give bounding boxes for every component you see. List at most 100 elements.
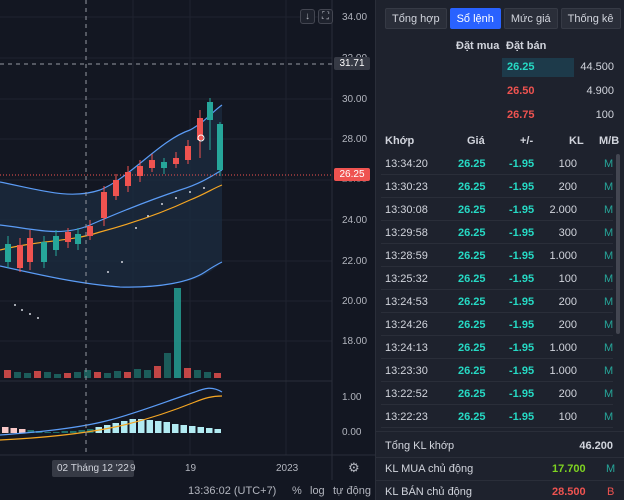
macd-bar — [70, 431, 77, 433]
volume-bar — [214, 373, 221, 378]
tab-price-levels[interactable]: Mức giá — [503, 8, 558, 29]
candle-body — [27, 238, 33, 262]
trade-side: M — [604, 411, 613, 423]
volume-bar — [34, 371, 41, 378]
trade-row[interactable]: 13:24:13 26.25 -1.95 1.000 M — [381, 336, 613, 359]
tab-statistics[interactable]: Thống kê — [560, 8, 621, 29]
trade-row[interactable]: 13:23:30 26.25 -1.95 1.000 M — [381, 359, 613, 382]
trade-side: M — [604, 365, 613, 377]
tab-summary[interactable]: Tổng hợp — [385, 8, 447, 29]
trade-side: M — [604, 181, 613, 193]
summary-label: KL MUA chủ động — [385, 463, 474, 475]
macd-bar — [121, 421, 128, 433]
chart-pane[interactable]: ↓ ⛶ 34.00 32.00 30.00 28.00 24.00 22.00 … — [0, 0, 375, 500]
volume-bar — [114, 371, 121, 378]
volume-bar — [74, 372, 81, 378]
summary-value: 17.700 — [552, 463, 586, 475]
price-axis-label: 34.00 — [342, 12, 368, 23]
trade-row[interactable]: 13:34:20 26.25 -1.95 100 M — [381, 152, 613, 175]
orderbook-row[interactable]: 26.25 44.500 — [376, 58, 624, 80]
trade-time: 13:24:26 — [385, 319, 428, 331]
macd-bar — [78, 430, 85, 433]
buy-header: Đặt mua — [456, 40, 500, 52]
orderbook-row[interactable]: 26.50 4.900 — [376, 82, 624, 104]
trade-row[interactable]: 13:24:53 26.25 -1.95 200 M — [381, 290, 613, 313]
scrollbar-thumb[interactable] — [616, 154, 620, 334]
moving-average — [0, 184, 223, 251]
auto-toggle[interactable]: tự động — [333, 485, 371, 497]
macd-histogram — [2, 419, 221, 433]
trade-time: 13:24:53 — [385, 296, 428, 308]
candle-body — [125, 172, 131, 186]
download-icon[interactable]: ↓ — [300, 9, 315, 24]
indicator-axis-label: 0.00 — [342, 427, 362, 438]
macd-bar — [44, 432, 51, 433]
fullscreen-icon[interactable]: ⛶ — [318, 9, 333, 24]
macd-bar — [197, 427, 204, 433]
gear-icon[interactable]: ⚙ — [348, 460, 360, 475]
sar-dots — [14, 187, 205, 319]
macd-bar — [146, 420, 153, 433]
price-header: Giá — [467, 135, 485, 147]
orderbook-row[interactable]: 26.75 100 — [376, 106, 624, 128]
percent-toggle[interactable]: % — [292, 485, 302, 497]
trade-row[interactable]: 13:30:08 26.25 -1.95 2.000 M — [381, 198, 613, 221]
ask-volume: 100 — [595, 109, 614, 121]
change-header: +/- — [520, 135, 534, 147]
trade-row[interactable]: 13:22:23 26.25 -1.95 100 M — [381, 405, 613, 428]
candle-body — [5, 244, 11, 262]
ask-volume: 44.500 — [580, 61, 614, 73]
trade-volume: 200 — [558, 388, 577, 400]
trade-price: 26.25 — [458, 296, 486, 308]
ask-price: 26.75 — [507, 109, 535, 121]
time-header: Khớp — [385, 135, 415, 147]
macd-bar — [2, 427, 9, 433]
trade-volume: 100 — [558, 158, 577, 170]
trade-row[interactable]: 13:25:32 26.25 -1.95 100 M — [381, 267, 613, 290]
trade-change: -1.95 — [509, 411, 535, 423]
trade-side: M — [604, 342, 613, 354]
trade-change: -1.95 — [509, 388, 535, 400]
summary-side: B — [607, 486, 615, 498]
summary-label: Tổng KL khớp — [385, 440, 455, 452]
trade-time: 13:28:59 — [385, 250, 428, 262]
price-axis-label: 28.00 — [342, 134, 368, 145]
signal-line — [0, 395, 223, 441]
trade-volume: 100 — [558, 273, 577, 285]
trade-row[interactable]: 13:28:59 26.25 -1.95 1.000 M — [381, 244, 613, 267]
price-axis-label: 22.00 — [342, 256, 368, 267]
trade-change: -1.95 — [509, 365, 535, 377]
trade-time: 13:22:52 — [385, 388, 428, 400]
tab-orderbook[interactable]: Sổ lệnh — [449, 8, 501, 29]
trade-price: 26.25 — [458, 411, 486, 423]
trade-price: 26.25 — [458, 204, 486, 216]
last-price-tag: 26.25 — [334, 168, 370, 181]
macd-bar — [163, 422, 170, 433]
trade-time: 13:23:30 — [385, 365, 428, 377]
summary-value: 28.500 — [552, 486, 586, 498]
ask-volume: 4.900 — [586, 85, 614, 97]
price-chart[interactable] — [0, 0, 375, 480]
volume-bar — [164, 353, 171, 378]
trade-row[interactable]: 13:30:23 26.25 -1.95 200 M — [381, 175, 613, 198]
volume-bar — [84, 370, 91, 378]
log-toggle[interactable]: log — [310, 485, 325, 497]
trade-row[interactable]: 13:24:26 26.25 -1.95 200 M — [381, 313, 613, 336]
date-axis-label: 9 — [130, 463, 136, 474]
trades-list[interactable]: 13:34:20 26.25 -1.95 100 M 13:30:23 26.25 -1.95… — [381, 152, 613, 428]
indicator-axis-label: 1.00 — [342, 392, 362, 403]
chart-toolbar: ↓ ⛶ — [300, 9, 333, 24]
summary-sell: KL BÁN chủ động 28.500 B — [376, 480, 624, 500]
price-axis-label: 18.00 — [342, 336, 368, 347]
bollinger-upper — [0, 104, 223, 195]
volume-bar — [14, 372, 21, 378]
trade-row[interactable]: 13:22:52 26.25 -1.95 200 M — [381, 382, 613, 405]
volume-bar — [184, 368, 191, 378]
candle-body — [87, 226, 93, 236]
trade-side: M — [604, 319, 613, 331]
trade-side: M — [604, 273, 613, 285]
candle-body — [173, 158, 179, 164]
trade-change: -1.95 — [509, 319, 535, 331]
trade-row[interactable]: 13:29:58 26.25 -1.95 300 M — [381, 221, 613, 244]
trade-volume: 1.000 — [549, 250, 577, 262]
